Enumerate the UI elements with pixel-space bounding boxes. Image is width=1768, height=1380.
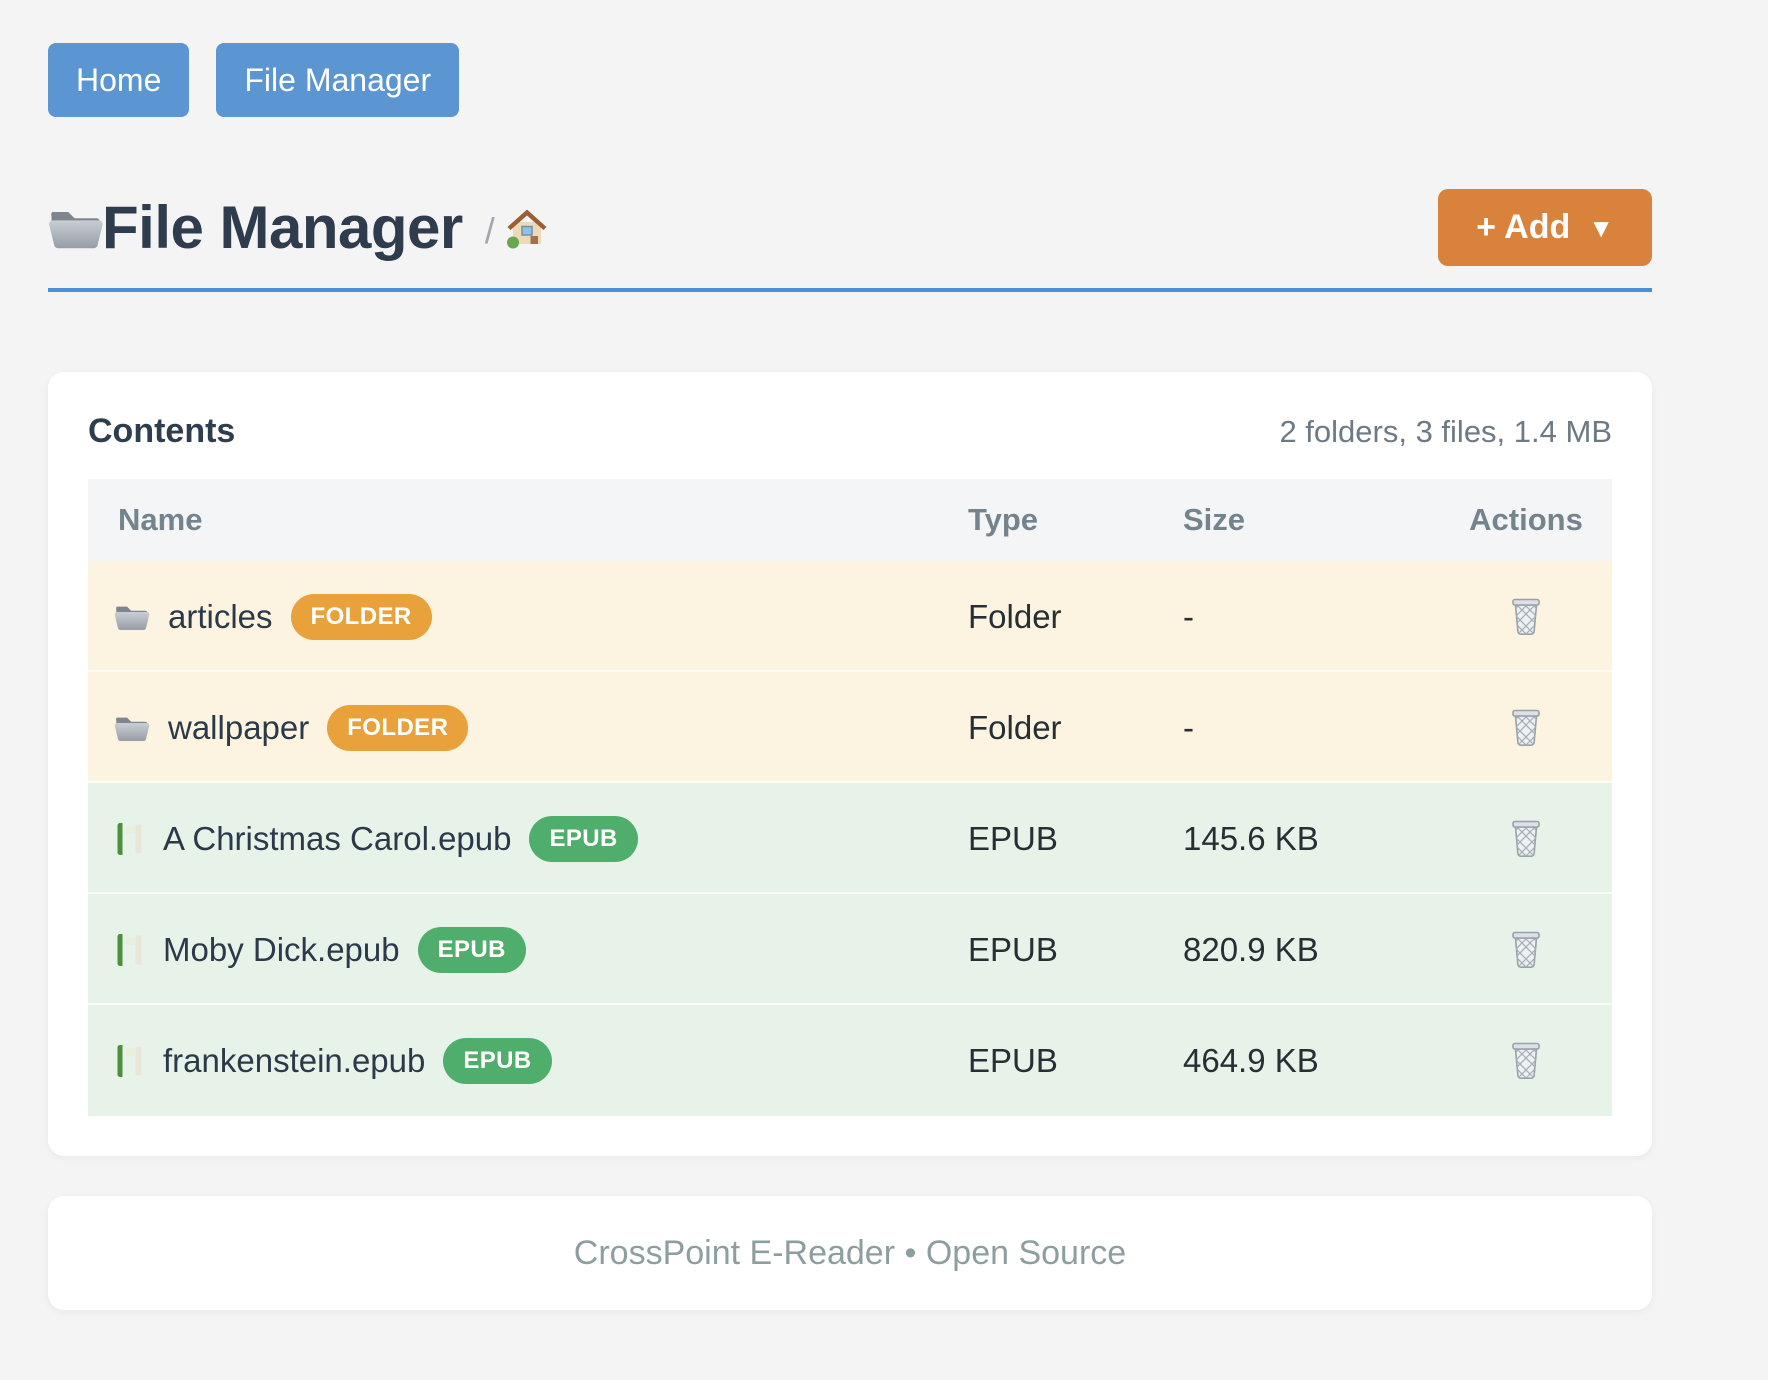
delete-button[interactable] [1504,923,1548,976]
contents-card: Contents 2 folders, 3 files, 1.4 MB Name… [48,372,1652,1156]
home-icon[interactable] [505,206,549,250]
column-header-name: Name [118,502,203,537]
file-type: Folder [968,597,1062,635]
actions-cell [1440,701,1612,754]
delete-button[interactable] [1504,590,1548,643]
title-divider [48,288,1652,292]
table-row: frankenstein.epub EPUB EPUB 464.9 KB [88,1005,1612,1116]
column-header-type: Type [968,502,1039,537]
folder-icon [48,204,104,251]
trash-icon [1508,927,1544,969]
file-name[interactable]: articles [168,597,273,635]
table-row: Moby Dick.epub EPUB EPUB 820.9 KB [88,894,1612,1005]
trash-icon [1508,705,1544,747]
footer-card: CrossPoint E-Reader • Open Source [48,1196,1652,1310]
file-type-badge: EPUB [417,926,526,973]
table-row: A Christmas Carol.epub EPUB EPUB 145.6 K… [88,783,1612,894]
file-name[interactable]: frankenstein.epub [163,1041,426,1079]
book-icon [114,932,145,968]
caret-down-icon: ▼ [1588,213,1614,243]
contents-summary: 2 folders, 3 files, 1.4 MB [1279,414,1612,449]
table-row: wallpaper FOLDER Folder - [88,672,1612,783]
add-button-label: + Add [1476,208,1571,246]
file-type-badge: EPUB [443,1037,552,1084]
name-cell: articles FOLDER [88,593,940,640]
file-size: - [1183,708,1194,746]
file-name[interactable]: Moby Dick.epub [163,930,400,968]
file-name[interactable]: A Christmas Carol.epub [163,819,512,857]
delete-button[interactable] [1504,812,1548,865]
file-size: 820.9 KB [1183,930,1319,968]
table-row: articles FOLDER Folder - [88,561,1612,672]
delete-button[interactable] [1504,701,1548,754]
trash-icon [1508,594,1544,636]
folder-icon [114,602,150,632]
file-type: EPUB [968,930,1058,968]
page: Home File Manager File Manager / + Add ▼… [48,0,1652,1310]
book-icon [114,1043,145,1079]
file-type-badge: EPUB [529,815,638,862]
table-body: articles FOLDER Folder - [88,561,1612,1116]
file-type: Folder [968,708,1062,746]
file-size: - [1183,597,1194,635]
book-icon [114,821,145,857]
footer-text: CrossPoint E-Reader • Open Source [573,1233,1127,1272]
top-nav: Home File Manager [48,43,1652,117]
file-table: Name Type Size Actions articles FOLDER F… [88,479,1612,1116]
file-name[interactable]: wallpaper [168,708,310,746]
actions-cell [1440,812,1612,865]
column-header-actions: Actions [1469,502,1583,537]
contents-title: Contents [88,412,236,450]
nav-file-manager-button[interactable]: File Manager [216,43,460,117]
name-cell: frankenstein.epub EPUB [88,1037,940,1084]
trash-icon [1508,1038,1544,1080]
add-button[interactable]: + Add ▼ [1438,189,1652,266]
file-type-badge: FOLDER [327,704,469,751]
table-header: Name Type Size Actions [88,479,1612,561]
file-type: EPUB [968,819,1058,857]
file-type-badge: FOLDER [290,593,432,640]
title-row: File Manager / + Add ▼ [48,189,1652,266]
breadcrumb-separator: / [484,209,495,251]
file-size: 145.6 KB [1183,819,1319,857]
delete-button[interactable] [1504,1034,1548,1087]
nav-home-button[interactable]: Home [48,43,190,117]
actions-cell [1440,923,1612,976]
file-type: EPUB [968,1041,1058,1079]
actions-cell [1440,1034,1612,1087]
column-header-size: Size [1183,502,1246,537]
trash-icon [1508,816,1544,858]
name-cell: Moby Dick.epub EPUB [88,926,940,973]
folder-icon [114,713,150,743]
actions-cell [1440,590,1612,643]
file-size: 464.9 KB [1183,1041,1319,1079]
page-title: File Manager [102,194,463,261]
name-cell: A Christmas Carol.epub EPUB [88,815,940,862]
name-cell: wallpaper FOLDER [88,704,940,751]
